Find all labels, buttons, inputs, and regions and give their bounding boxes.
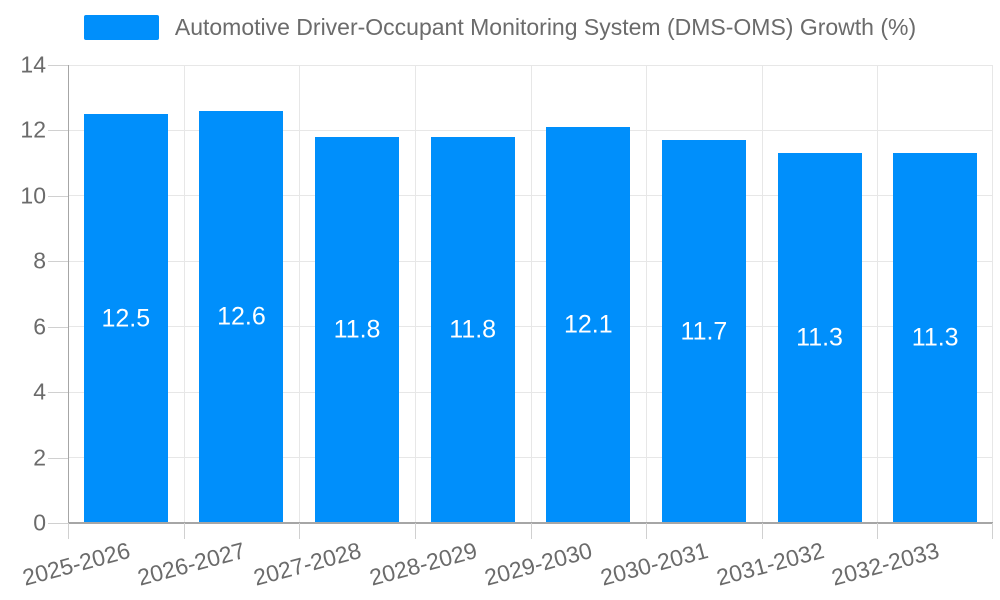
- v-gridline: [68, 65, 69, 523]
- y-tick-label: 2: [33, 444, 46, 471]
- bar[interactable]: 11.8: [430, 136, 515, 523]
- bar[interactable]: 12.5: [83, 114, 168, 523]
- legend-swatch-icon: [83, 15, 159, 41]
- x-tick-mark: [877, 523, 879, 539]
- y-tick-mark: [48, 261, 68, 263]
- v-gridline: [992, 65, 993, 523]
- legend-series-label: Automotive Driver-Occupant Monitoring Sy…: [174, 14, 917, 40]
- v-gridline: [530, 65, 532, 523]
- bar[interactable]: 12.6: [199, 110, 284, 523]
- y-tick-label: 14: [20, 51, 46, 78]
- x-category-label: 2031-2032: [713, 537, 827, 591]
- bar[interactable]: 11.3: [777, 153, 862, 523]
- y-tick-label: 12: [20, 116, 46, 143]
- v-gridline: [183, 65, 185, 523]
- v-gridline: [761, 65, 763, 523]
- y-tick-mark: [48, 326, 68, 328]
- x-category-label: 2029-2030: [482, 537, 596, 591]
- bar[interactable]: 11.3: [893, 153, 978, 523]
- bar-value-label: 12.1: [563, 310, 613, 339]
- v-gridline: [877, 65, 879, 523]
- bar-value-label: 11.3: [911, 323, 959, 352]
- y-tick-mark: [48, 457, 68, 459]
- y-tick-label: 4: [33, 378, 46, 405]
- v-gridline: [299, 65, 301, 523]
- x-tick-mark: [992, 523, 993, 539]
- x-category-label: 2032-2033: [828, 537, 942, 591]
- v-gridline: [646, 65, 648, 523]
- bar-value-label: 12.5: [101, 304, 151, 333]
- y-tick-mark: [48, 392, 68, 394]
- y-tick-label: 6: [33, 313, 46, 340]
- y-tick-mark: [48, 65, 68, 66]
- x-tick-mark: [299, 523, 301, 539]
- bar-value-label: 11.8: [449, 315, 497, 344]
- x-category-label: 2025-2026: [19, 537, 133, 591]
- bar-value-label: 12.6: [217, 302, 266, 331]
- bar[interactable]: 11.8: [315, 136, 400, 523]
- bar-value-label: 11.3: [796, 323, 843, 352]
- bar[interactable]: 11.7: [661, 140, 746, 523]
- y-tick-label: 0: [33, 509, 46, 536]
- bar-value-label: 11.8: [333, 315, 381, 344]
- y-tick-label: 10: [20, 182, 46, 209]
- y-tick-label: 8: [33, 247, 46, 274]
- y-tick-mark: [48, 195, 68, 197]
- x-category-label: 2030-2031: [597, 537, 711, 591]
- bar-value-label: 11.7: [680, 317, 728, 346]
- x-category-label: 2028-2029: [366, 537, 480, 591]
- x-tick-mark: [530, 523, 532, 539]
- chart-legend[interactable]: Automotive Driver-Occupant Monitoring Sy…: [0, 14, 1000, 42]
- x-category-label: 2027-2028: [250, 537, 364, 591]
- x-tick-mark: [414, 523, 416, 539]
- x-tick-mark: [646, 523, 648, 539]
- y-tick-mark: [48, 523, 68, 524]
- v-gridline: [414, 65, 416, 523]
- y-tick-mark: [48, 130, 68, 132]
- h-gridline: [68, 64, 993, 66]
- x-category-label: 2026-2027: [135, 537, 249, 591]
- x-tick-mark: [68, 523, 69, 539]
- bar[interactable]: 12.1: [546, 127, 631, 523]
- x-tick-mark: [761, 523, 763, 539]
- x-tick-mark: [183, 523, 185, 539]
- plot-area: 12.5 12.6 11.8 11.8 12.1 11.7 11.3 11.3: [68, 64, 993, 524]
